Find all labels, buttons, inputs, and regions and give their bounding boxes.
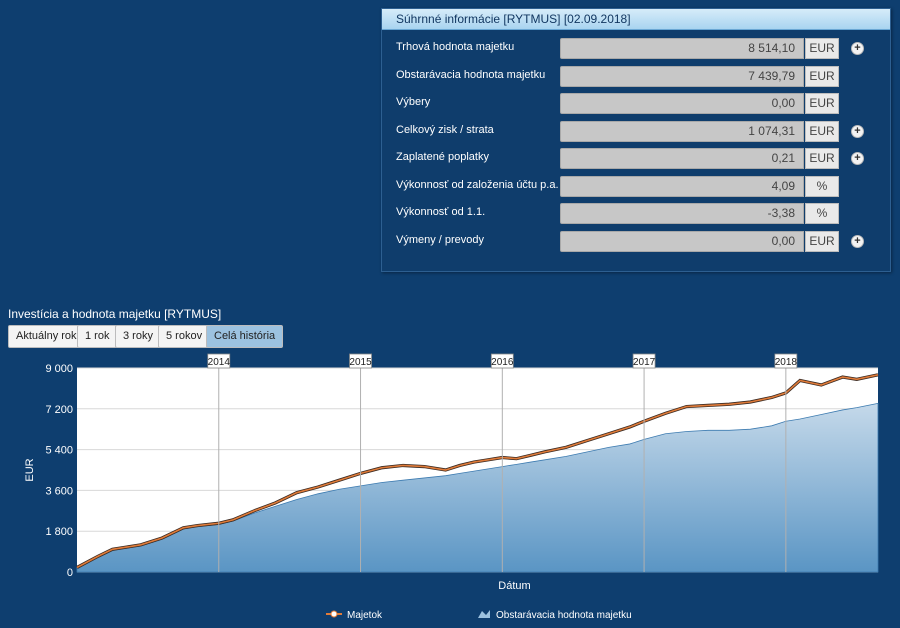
chart-title: Investícia a hodnota majetku [RYTMUS] xyxy=(8,307,222,321)
legend-label: Obstarávacia hodnota majetku xyxy=(496,610,632,621)
year-marker-box xyxy=(632,353,656,369)
summary-row-value: 1 074,31 xyxy=(560,120,804,142)
year-marker-label: 2018 xyxy=(775,357,798,368)
summary-row-unit: EUR xyxy=(805,120,839,142)
year-marker-label: 2015 xyxy=(349,357,372,368)
year-marker-box xyxy=(349,353,372,369)
legend-area-icon xyxy=(478,610,490,618)
summary-row-label: Celkový zisk / strata xyxy=(396,123,494,136)
chart: 0 1 800 3 600 5 400 7 200 9 000 2014 2015 2016 20… xyxy=(24,353,879,621)
expand-plus-icon[interactable]: + xyxy=(851,234,864,248)
summary-row-label: Trhová hodnota majetku xyxy=(396,41,515,53)
legend-marker-icon xyxy=(330,610,338,618)
summary-row-value: -3,38 xyxy=(560,203,804,224)
year-marker-label: 2016 xyxy=(491,357,514,368)
summary-row-unit: % xyxy=(805,175,839,197)
summary-row-unit: EUR xyxy=(805,93,839,114)
summary-row-unit: % xyxy=(805,203,839,224)
year-marker-box xyxy=(207,353,231,369)
year-marker-label: 2017 xyxy=(633,357,656,368)
summary-row: Obstarávacia hodnota majetku 7 439,79 EUR xyxy=(382,65,890,89)
expand-plus-icon[interactable]: + xyxy=(851,42,864,55)
summary-row-value: 7 439,79 xyxy=(560,65,804,87)
summary-row-value: 0,21 xyxy=(560,148,804,169)
y-tick-label: 1 800 xyxy=(45,526,73,538)
summary-row-label: Obstarávacia hodnota majetku xyxy=(396,68,546,81)
y-tick-label: 9 000 xyxy=(45,363,73,375)
summary-row: Zaplatené poplatky 0,21 EUR + xyxy=(382,147,890,171)
summary-row: Výkonnosť od 1.1. -3,38% xyxy=(382,202,890,226)
range-button[interactable]: Aktuálny rok xyxy=(8,325,85,348)
series-line-majetok xyxy=(76,374,879,569)
summary-row-unit: EUR xyxy=(805,65,839,87)
y-tick-label: 0 xyxy=(67,567,73,579)
summary-row-label: Zaplatené poplatky xyxy=(396,151,489,163)
summary-row-value: 0,00 xyxy=(560,230,804,252)
summary-row-label: Výbery xyxy=(396,96,431,108)
summary-row-value: 0,00 xyxy=(560,93,804,114)
year-marker-label: 2014 xyxy=(208,357,231,368)
summary-row: Výkonnosť od založenia účtu p.a. 4,09% xyxy=(382,175,890,199)
y-tick-label: 5 400 xyxy=(45,445,73,457)
summary-row-label: Výkonnosť od založenia účtu p.a. xyxy=(396,178,559,191)
legend-label: Majetok xyxy=(347,610,383,621)
range-button[interactable]: Celá história xyxy=(206,325,284,348)
summary-row: Výbery 0,00 EUR xyxy=(382,92,890,116)
summary-panel: Súhrnné informácie [RYTMUS] [02.09.2018]… xyxy=(381,8,891,272)
summary-row: Trhová hodnota majetku 8 514,10 EUR + xyxy=(382,37,890,61)
x-axis-label: Dátum xyxy=(498,580,530,592)
range-button[interactable]: 3 roky xyxy=(115,325,161,348)
expand-plus-icon[interactable]: + xyxy=(851,152,864,165)
summary-row-value: 8 514,10 xyxy=(560,38,804,59)
summary-title: Súhrnné informácie [RYTMUS] [02.09.2018] xyxy=(382,9,890,30)
summary-row-unit: EUR xyxy=(805,38,839,59)
expand-plus-icon[interactable]: + xyxy=(851,124,864,138)
y-tick-label: 7 200 xyxy=(45,404,73,416)
summary-row-value: 4,09 xyxy=(560,175,804,197)
summary-row-label: Výmeny / prevody xyxy=(396,233,485,246)
summary-row-label: Výkonnosť od 1.1. xyxy=(396,206,486,218)
y-axis-label: EUR xyxy=(24,458,36,481)
summary-row-unit: EUR xyxy=(805,148,839,169)
range-button[interactable]: 1 rok xyxy=(77,325,118,348)
summary-row: Výmeny / prevody 0,00 EUR + xyxy=(382,230,890,254)
year-marker-box xyxy=(490,353,514,369)
summary-row-unit: EUR xyxy=(805,230,839,252)
summary-row: Celkový zisk / strata 1 074,31 EUR + xyxy=(382,120,890,144)
range-button[interactable]: 5 rokov xyxy=(158,325,211,348)
year-marker-box xyxy=(774,353,798,369)
y-tick-label: 3 600 xyxy=(45,485,73,497)
